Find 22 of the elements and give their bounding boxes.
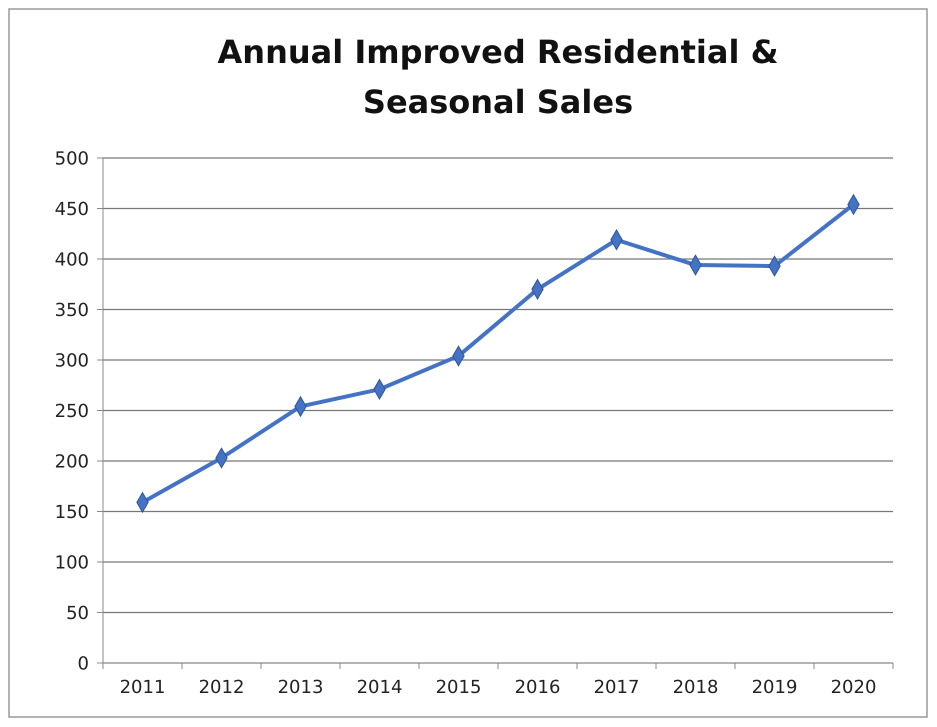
y-tick-label: 300	[54, 350, 89, 372]
y-tick-label: 450	[54, 198, 89, 220]
x-tick-label: 2012	[198, 677, 244, 698]
y-tick-label: 100	[54, 552, 89, 574]
y-tick-label: 150	[54, 502, 89, 523]
y-tick-label: 0	[78, 653, 89, 674]
y-tick-label: 250	[54, 400, 89, 422]
x-tick-label: 2016	[514, 677, 560, 698]
y-tick-label: 500	[54, 148, 89, 170]
y-tick-label: 50	[66, 602, 89, 624]
y-tick-label: 350	[54, 300, 89, 321]
x-tick-label: 2014	[356, 677, 402, 698]
chart-title: Annual Improved Residential & Seasonal Sales	[218, 33, 778, 121]
x-tick-label: 2020	[830, 677, 876, 698]
x-tick-label: 2019	[752, 677, 798, 698]
y-tick-label: 200	[54, 451, 89, 472]
x-tick-label: 2013	[278, 677, 324, 698]
x-tick-label: 2015	[436, 677, 482, 698]
x-tick-label: 2011	[120, 677, 166, 698]
x-tick-label: 2017	[594, 677, 640, 698]
x-tick-label: 2018	[672, 677, 718, 698]
y-tick-label: 400	[54, 249, 89, 270]
